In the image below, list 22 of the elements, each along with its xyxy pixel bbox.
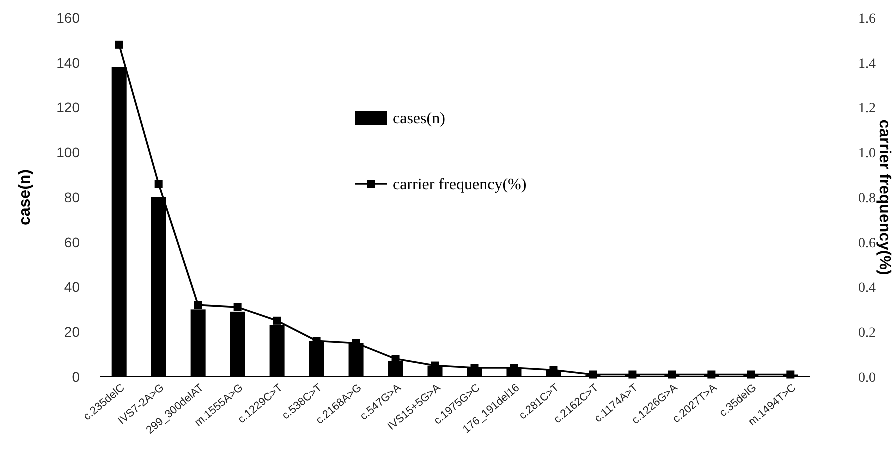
legend-label: cases(n) <box>393 110 446 128</box>
y-tick-label: 60 <box>64 234 80 250</box>
y2-tick-label: 1.4 <box>858 56 876 72</box>
y-tick-label: 80 <box>64 189 80 206</box>
y-tick-label: 20 <box>64 324 80 340</box>
y2-tick-label: 0.2 <box>858 326 876 342</box>
legend-label: carrier frequency(%) <box>393 176 527 194</box>
y-tick-label: 0 <box>72 368 80 385</box>
y2-tick-label: 1.0 <box>858 146 876 162</box>
y2-axis-title: carrier frequency(%) <box>876 120 892 276</box>
y2-tick-label: 0.0 <box>858 370 876 386</box>
y2-tick-label: 0.8 <box>858 191 876 206</box>
y-tick-label: 120 <box>56 100 80 116</box>
y-tick-label: 100 <box>56 144 80 161</box>
y-tick-label: 40 <box>64 279 80 296</box>
y2-tick-label: 1.2 <box>858 102 876 117</box>
y2-tick-label: 0.6 <box>858 236 876 252</box>
y-tick-label: 160 <box>56 10 80 26</box>
y-tick-label: 140 <box>56 54 80 71</box>
y2-tick-label: 1.6 <box>858 12 876 27</box>
y-axis-title: case(n) <box>17 169 34 226</box>
y2-tick-label: 0.4 <box>858 281 876 296</box>
